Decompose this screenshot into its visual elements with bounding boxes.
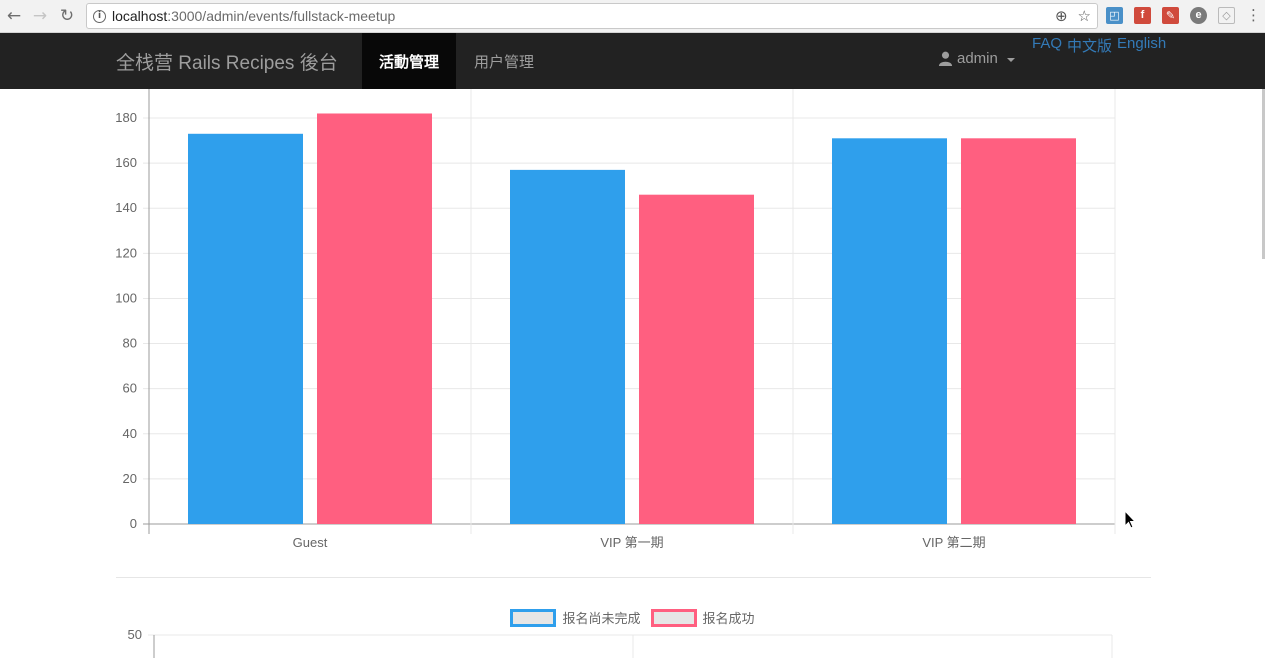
legend-label: 报名成功 [702,611,755,626]
flash-icon[interactable]: f [1134,6,1151,24]
address-bar[interactable]: i localhost:3000/admin/events/fullstack-… [86,3,1098,29]
legend-item-success[interactable]: 报名成功 [650,608,755,627]
mouse-cursor-icon [1124,510,1137,529]
y-tick-label: 40 [123,426,137,441]
y-tick-label: 160 [115,155,137,170]
y-tick-label: 120 [115,245,137,260]
chart-legend: 报名尚未完成 报名成功 [0,608,1265,627]
x-tick-label: VIP 第二期 [922,535,985,550]
reload-icon[interactable]: ↻ [59,6,75,26]
browser-toolbar: ← → ↻ i localhost:3000/admin/events/full… [0,0,1265,33]
bar [961,138,1076,525]
chevron-down-icon [1006,57,1015,62]
shield-icon[interactable]: ◇ [1218,6,1235,24]
faq-link[interactable]: FAQ [1032,35,1063,52]
nav-item-events[interactable]: 活動管理 [362,33,457,89]
scrollbar[interactable] [1262,89,1265,259]
bar [188,133,303,524]
brand[interactable]: 全栈营 Rails Recipes 後台 [116,53,338,74]
url-path: :3000/admin/events/fullstack-meetup [167,8,396,24]
legend-item-pending[interactable]: 报名尚未完成 [510,608,641,627]
legend-label: 报名尚未完成 [562,611,641,626]
forward-icon[interactable]: → [32,6,48,26]
x-tick-label: Guest [293,535,328,550]
x-tick-label: VIP 第一期 [600,535,663,550]
chinese-link[interactable]: 中文版 [1067,38,1113,55]
y-tick-label: 60 [123,381,137,396]
screenshot-icon[interactable]: ◰ [1106,6,1123,24]
back-icon[interactable]: ← [6,6,22,26]
english-link[interactable]: English [1117,35,1167,52]
y-tick-label: 0 [130,516,137,531]
bar [639,194,754,524]
menu-kebab-icon[interactable]: ⋮ [1246,6,1261,24]
bookmark-star-icon[interactable]: ☆ [1077,7,1091,25]
info-icon[interactable]: i [93,9,106,23]
zoom-icon[interactable]: ⊕ [1054,7,1068,25]
y-tick-label: 20 [123,471,137,486]
user-menu[interactable]: admin [938,50,1015,67]
language-links: FAQ 中文版 English [1032,35,1166,56]
y-tick-label: 100 [115,290,137,305]
user-name: admin [957,50,998,67]
legend-swatch-pink [650,608,697,627]
y-tick-label: 50 [128,627,142,642]
legend-swatch-blue [510,608,557,627]
bar [832,138,947,525]
registration-bar-chart: 0 20 40 60 80 100 120 140 160 180 Guest VIP 第一期 VIP … [115,89,1116,550]
evernote-icon[interactable]: e [1190,6,1207,24]
nav-item-users[interactable]: 用户管理 [474,53,535,71]
user-icon [938,51,953,66]
y-tick-label: 140 [115,200,137,215]
bar [317,113,432,524]
feed-icon[interactable]: ✎ [1162,6,1179,24]
bar [510,169,625,524]
y-tick-label: 180 [115,110,137,125]
app-navbar: 全栈营 Rails Recipes 後台 活動管理 用户管理 admin [0,33,1265,89]
y-tick-label: 80 [123,336,137,351]
section-divider [116,577,1151,578]
url-host: localhost [112,8,168,24]
second-bar-chart: 50 [128,627,1113,658]
